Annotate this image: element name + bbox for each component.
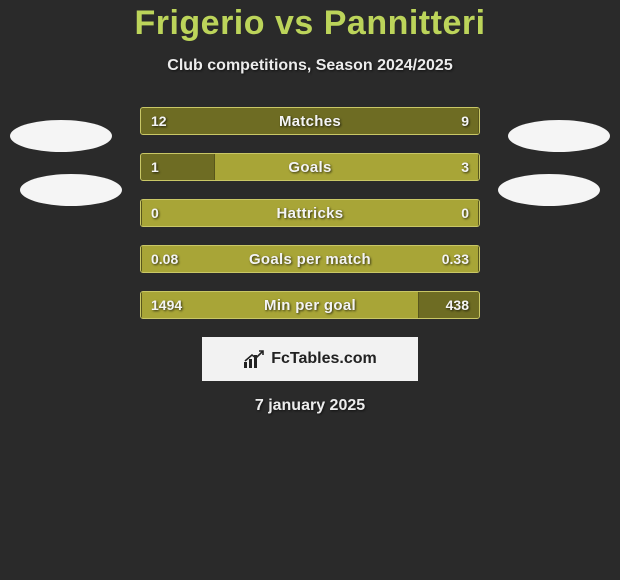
subtitle: Club competitions, Season 2024/2025 bbox=[0, 57, 620, 75]
stat-label: Goals bbox=[141, 154, 479, 180]
stat-value-right: 438 bbox=[446, 292, 469, 318]
player1-avatar bbox=[10, 120, 112, 152]
stat-value-left: 12 bbox=[151, 108, 167, 134]
stat-value-right: 0 bbox=[461, 200, 469, 226]
stat-value-left: 0 bbox=[151, 200, 159, 226]
stat-row: Goals1 3 bbox=[140, 153, 480, 181]
stat-value-right: 0.33 bbox=[442, 246, 469, 272]
branding-badge: FcTables.com bbox=[202, 337, 418, 381]
player2-club-avatar bbox=[498, 174, 600, 206]
branding-text: FcTables.com bbox=[271, 350, 377, 368]
stat-row: Hattricks0 0 bbox=[140, 199, 480, 227]
stat-row: Min per goal1494 438 bbox=[140, 291, 480, 319]
stat-row: Matches12 9 bbox=[140, 107, 480, 135]
stat-label: Hattricks bbox=[141, 200, 479, 226]
stat-label: Goals per match bbox=[141, 246, 479, 272]
stat-value-left: 1494 bbox=[151, 292, 182, 318]
player2-avatar bbox=[508, 120, 610, 152]
stat-value-left: 1 bbox=[151, 154, 159, 180]
stat-value-right: 9 bbox=[461, 108, 469, 134]
stats-panel: Matches12 9 Goals1 3 Hattricks0 0 Goals per ma… bbox=[140, 107, 480, 319]
stat-value-left: 0.08 bbox=[151, 246, 178, 272]
stat-label: Min per goal bbox=[141, 292, 479, 318]
page-title: Frigerio vs Pannitteri bbox=[0, 4, 620, 43]
infographic-container: Frigerio vs Pannitteri Club competitions… bbox=[0, 0, 620, 580]
stat-value-right: 3 bbox=[461, 154, 469, 180]
stat-label: Matches bbox=[141, 108, 479, 134]
player1-club-avatar bbox=[20, 174, 122, 206]
date-label: 7 january 2025 bbox=[0, 397, 620, 415]
bar-chart-arrow-icon bbox=[243, 349, 265, 369]
stat-row: Goals per match0.08 0.33 bbox=[140, 245, 480, 273]
